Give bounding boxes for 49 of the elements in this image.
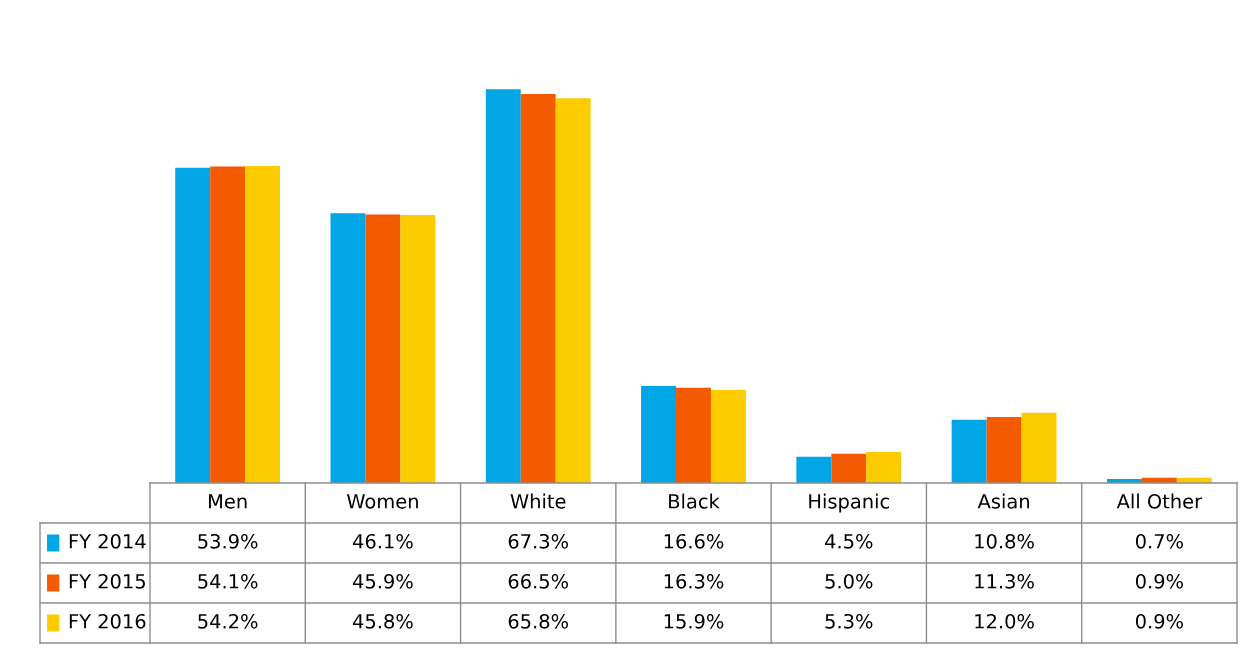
data-label: 16.3%: [664, 573, 724, 589]
data-label: 66.5%: [508, 573, 569, 589]
x-tick-label: White: [510, 493, 566, 509]
bar: [986, 416, 1022, 483]
bar: [485, 89, 521, 483]
bar: [1021, 412, 1057, 483]
data-label: 5.0%: [825, 573, 873, 589]
data-label: 0.7%: [1135, 533, 1183, 549]
bar: [831, 453, 867, 483]
data-label: 46.1%: [352, 533, 413, 549]
bar: [330, 213, 366, 483]
data-label: 12.0%: [975, 613, 1034, 629]
x-tick-label: Hispanic: [809, 493, 889, 513]
bar: [866, 452, 902, 483]
data-label: 4.5%: [825, 533, 873, 549]
x-tick-label: Women: [346, 494, 418, 509]
data-label: 65.8%: [508, 613, 569, 629]
x-tick-label: All Other: [1116, 493, 1203, 509]
bar: [400, 215, 436, 483]
data-label: 45.8%: [352, 613, 413, 629]
data-label: 54.1%: [198, 573, 258, 589]
data-label: 54.2%: [198, 613, 258, 629]
data-label: 10.8%: [975, 533, 1034, 549]
legend-label: FY 2014: [69, 533, 146, 549]
bar: [365, 214, 401, 483]
legend-label: FY 2015: [69, 573, 145, 589]
bar: [676, 387, 711, 483]
legend-label: FY 2016: [69, 613, 146, 629]
data-label: 0.9%: [1135, 573, 1183, 589]
data-label: 53.9%: [198, 533, 258, 549]
bar: [175, 167, 211, 483]
x-tick-label: Black: [669, 493, 720, 509]
data-label: 15.9%: [664, 613, 724, 629]
bar: [951, 419, 987, 483]
data-label: 0.9%: [1135, 613, 1183, 629]
data-label: 11.3%: [975, 573, 1034, 589]
x-tick-label: Men: [209, 494, 247, 509]
x-tick-label: Asian: [977, 493, 1029, 509]
data-label: 5.3%: [825, 613, 873, 629]
bar: [710, 390, 746, 483]
bar: [520, 94, 556, 483]
bar: [245, 165, 281, 483]
bar: [641, 385, 677, 483]
data-label: 16.6%: [664, 533, 724, 549]
data-label: 67.3%: [508, 533, 569, 549]
bar: [555, 98, 591, 483]
data-label: 45.9%: [352, 573, 413, 589]
bar: [210, 166, 246, 483]
bar: [796, 456, 832, 483]
